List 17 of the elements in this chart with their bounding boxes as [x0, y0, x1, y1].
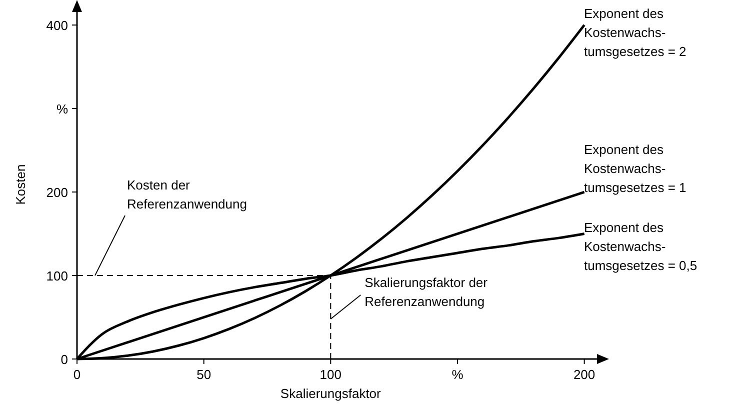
- x-tick-label: 100: [320, 367, 342, 382]
- x-tick-label: 50: [196, 367, 212, 382]
- ref-line-label: Kosten der Referenzanwendung: [127, 178, 247, 212]
- series-label: Exponent des Kostenwachs- tumsgesetzes = 1: [584, 142, 686, 196]
- series-label: Exponent des Kostenwachs- tumsgesetzes = 2: [584, 6, 686, 59]
- y-tick-label: 100: [46, 268, 68, 284]
- y-tick-label: 200: [46, 185, 68, 200]
- x-tick-label: 200: [573, 367, 596, 382]
- y-axis-title: Kosten: [13, 164, 28, 205]
- y-tick-label: %: [56, 102, 68, 117]
- x-axis-title: Skalierungsfaktor: [280, 386, 382, 401]
- series-label: Exponent des Kostenwachs- tumsgesetzes = 0,5: [584, 220, 698, 274]
- x-tick-label: 0: [73, 367, 81, 382]
- x-tick-label: %: [452, 367, 464, 382]
- y-tick-label: 400: [46, 18, 68, 34]
- y-tick-label: 0: [60, 352, 68, 367]
- ref-line-label: Skalierungsfaktor der Referenzanwendung: [364, 275, 488, 309]
